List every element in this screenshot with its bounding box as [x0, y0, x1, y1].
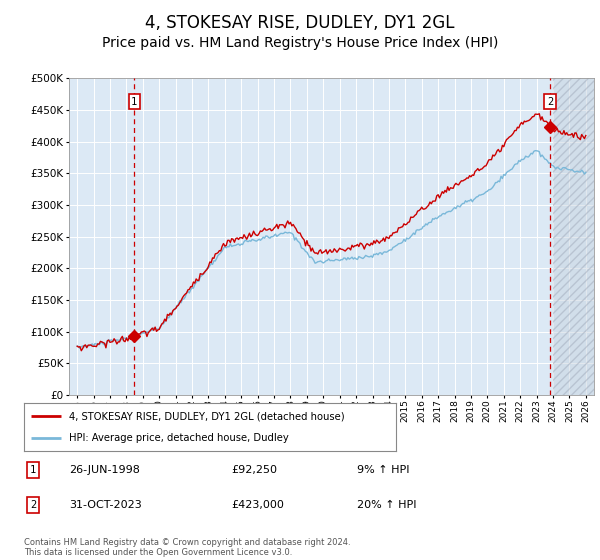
- Text: Price paid vs. HM Land Registry's House Price Index (HPI): Price paid vs. HM Land Registry's House …: [102, 36, 498, 50]
- Text: 4, STOKESAY RISE, DUDLEY, DY1 2GL: 4, STOKESAY RISE, DUDLEY, DY1 2GL: [145, 14, 455, 32]
- Text: 1: 1: [131, 97, 137, 107]
- Text: 26-JUN-1998: 26-JUN-1998: [69, 465, 140, 475]
- Text: 2: 2: [547, 97, 553, 107]
- Text: £92,250: £92,250: [231, 465, 277, 475]
- Text: 9% ↑ HPI: 9% ↑ HPI: [357, 465, 409, 475]
- Text: HPI: Average price, detached house, Dudley: HPI: Average price, detached house, Dudl…: [68, 433, 289, 443]
- Text: 4, STOKESAY RISE, DUDLEY, DY1 2GL (detached house): 4, STOKESAY RISE, DUDLEY, DY1 2GL (detac…: [68, 411, 344, 421]
- Text: Contains HM Land Registry data © Crown copyright and database right 2024.
This d: Contains HM Land Registry data © Crown c…: [24, 538, 350, 557]
- Text: £423,000: £423,000: [231, 500, 284, 510]
- Text: 2: 2: [30, 500, 36, 510]
- Text: 31-OCT-2023: 31-OCT-2023: [69, 500, 142, 510]
- Text: 20% ↑ HPI: 20% ↑ HPI: [357, 500, 416, 510]
- Text: 1: 1: [30, 465, 36, 475]
- Bar: [553, 78, 594, 395]
